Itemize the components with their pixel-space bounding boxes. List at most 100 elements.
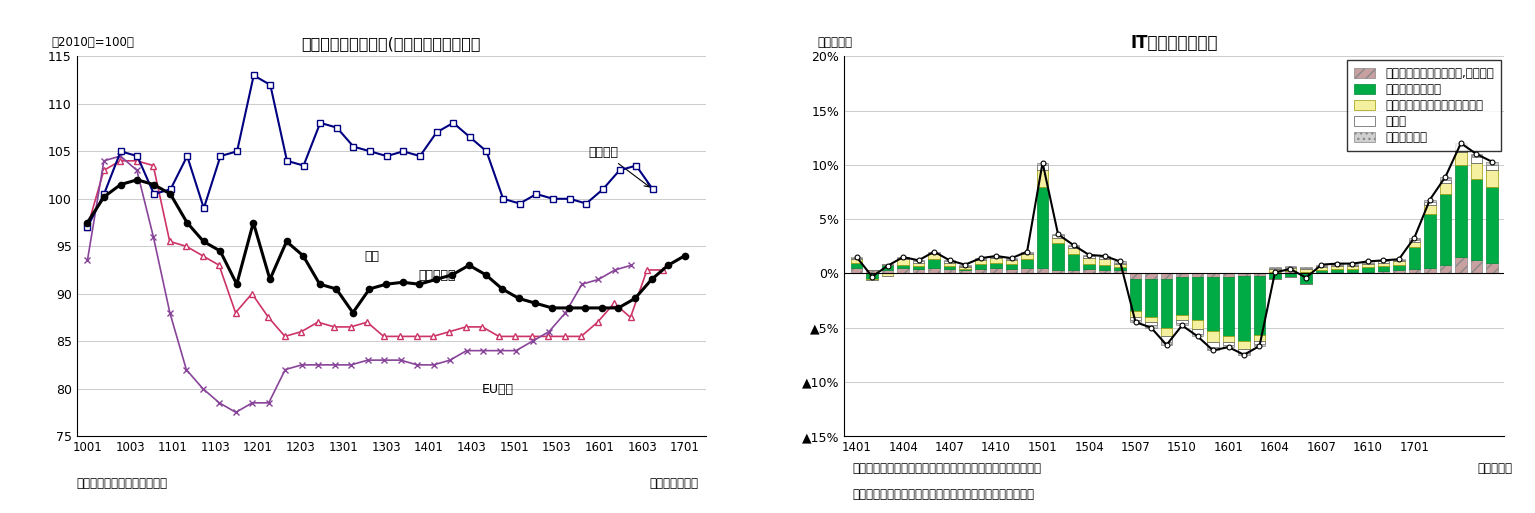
- Bar: [881, 273, 893, 275]
- Bar: [1285, 273, 1296, 277]
- Bar: [1455, 257, 1467, 273]
- Bar: [1114, 264, 1125, 267]
- Bar: [1471, 154, 1483, 157]
- Text: EU向け: EU向け: [482, 383, 514, 397]
- Bar: [1005, 269, 1018, 273]
- Bar: [1377, 271, 1389, 273]
- Bar: [866, 273, 878, 279]
- Bar: [1191, 334, 1203, 336]
- Bar: [1005, 259, 1018, 260]
- Bar: [929, 253, 939, 254]
- Text: （2010年=100）: （2010年=100）: [52, 36, 135, 49]
- Bar: [913, 263, 924, 266]
- Bar: [1377, 260, 1389, 262]
- Bar: [944, 260, 955, 262]
- Bar: [1331, 272, 1343, 273]
- Bar: [1377, 262, 1389, 263]
- Bar: [1099, 270, 1110, 273]
- Title: 地域別輸出数量指数(季節調整値）の推移: 地域別輸出数量指数(季節調整値）の推移: [302, 36, 480, 51]
- Bar: [1331, 269, 1343, 272]
- Bar: [1005, 258, 1018, 259]
- Bar: [850, 263, 863, 268]
- Bar: [1191, 277, 1203, 320]
- Bar: [1021, 253, 1033, 254]
- Bar: [1254, 335, 1265, 341]
- Bar: [929, 268, 939, 273]
- Bar: [881, 265, 893, 270]
- Bar: [1223, 273, 1234, 277]
- Bar: [1394, 265, 1405, 270]
- Bar: [959, 265, 972, 266]
- Bar: [866, 279, 878, 280]
- Bar: [1254, 275, 1265, 335]
- Bar: [1176, 320, 1188, 323]
- Bar: [990, 257, 1002, 258]
- Bar: [1346, 264, 1358, 265]
- Bar: [1068, 248, 1079, 254]
- Bar: [1300, 268, 1312, 269]
- Bar: [1021, 268, 1033, 273]
- Bar: [1362, 263, 1374, 264]
- Bar: [1455, 146, 1467, 152]
- Bar: [1099, 256, 1110, 257]
- Text: （年・月）: （年・月）: [1477, 462, 1512, 475]
- Bar: [1300, 269, 1312, 272]
- Bar: [1223, 277, 1234, 336]
- Bar: [1176, 323, 1188, 325]
- Bar: [1440, 183, 1451, 194]
- Bar: [959, 266, 972, 267]
- Bar: [1053, 235, 1064, 238]
- Bar: [1053, 270, 1064, 273]
- Bar: [1471, 260, 1483, 273]
- Bar: [1114, 267, 1125, 270]
- Bar: [1005, 264, 1018, 269]
- Bar: [1145, 317, 1157, 322]
- Bar: [1068, 245, 1079, 246]
- Bar: [1486, 170, 1498, 187]
- Bar: [1315, 270, 1328, 272]
- Bar: [1053, 238, 1064, 243]
- Bar: [913, 262, 924, 263]
- Bar: [1160, 328, 1173, 336]
- Bar: [1207, 347, 1219, 350]
- Bar: [975, 259, 987, 260]
- Bar: [1486, 263, 1498, 273]
- Bar: [1084, 264, 1094, 269]
- Bar: [1239, 275, 1249, 341]
- Bar: [975, 258, 987, 259]
- Bar: [898, 257, 909, 258]
- Bar: [1005, 260, 1018, 264]
- Bar: [1084, 258, 1094, 264]
- Bar: [1223, 336, 1234, 342]
- Bar: [1300, 267, 1312, 268]
- Bar: [1223, 342, 1234, 345]
- Bar: [1315, 266, 1328, 267]
- Bar: [929, 259, 939, 268]
- Bar: [1239, 349, 1249, 352]
- Bar: [1130, 320, 1142, 322]
- Bar: [929, 254, 939, 259]
- Bar: [1346, 272, 1358, 273]
- Bar: [959, 270, 972, 273]
- Bar: [1300, 272, 1312, 273]
- Bar: [1239, 273, 1249, 275]
- Bar: [1130, 311, 1142, 317]
- Bar: [1440, 177, 1451, 180]
- Bar: [1424, 214, 1435, 268]
- Bar: [1362, 264, 1374, 267]
- Bar: [1084, 269, 1094, 273]
- Bar: [1300, 273, 1312, 284]
- Bar: [1455, 152, 1467, 165]
- Bar: [1176, 314, 1188, 320]
- Bar: [1021, 252, 1033, 253]
- Bar: [1486, 165, 1498, 170]
- Bar: [1036, 187, 1048, 268]
- Bar: [1362, 262, 1374, 263]
- Bar: [1440, 265, 1451, 273]
- Bar: [1455, 165, 1467, 257]
- Bar: [944, 269, 955, 273]
- Bar: [1409, 247, 1420, 269]
- Bar: [1269, 272, 1280, 273]
- Bar: [1191, 320, 1203, 329]
- Bar: [1130, 273, 1142, 279]
